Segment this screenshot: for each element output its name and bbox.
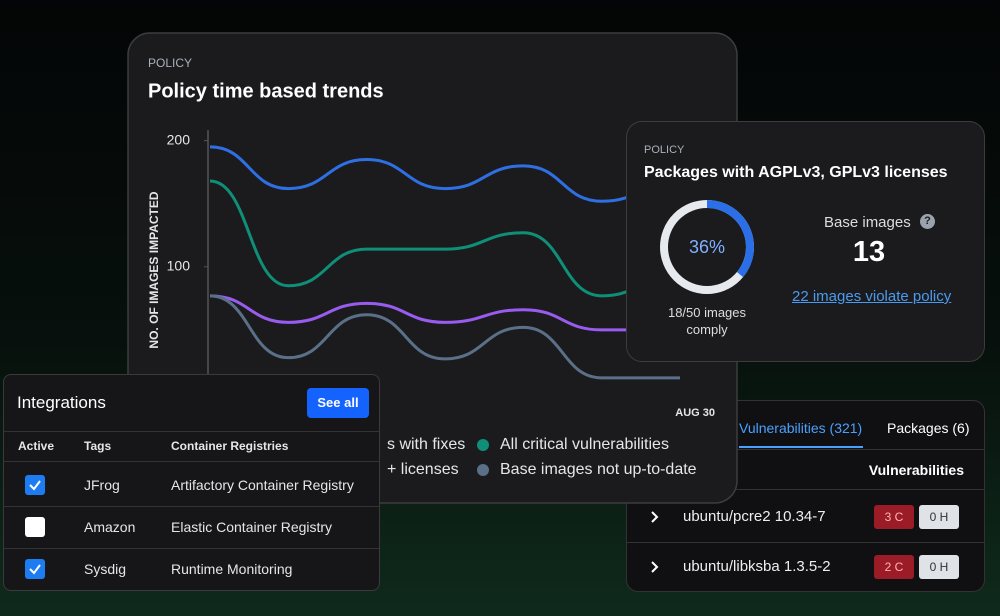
divider (4, 506, 379, 507)
divider (4, 461, 379, 462)
donut-label: 36% (689, 237, 725, 257)
tab[interactable]: Packages (6) (887, 420, 970, 436)
divider (627, 542, 984, 543)
help-icon[interactable]: ? (920, 214, 935, 229)
chevron-icon (651, 511, 659, 523)
registry: Elastic Container Registry (171, 519, 333, 535)
tag: Sysdig (84, 561, 127, 577)
registry: Runtime Monitoring (171, 561, 293, 577)
see-all-button[interactable]: See all (307, 388, 369, 418)
column-header: Vulnerabilities (868, 462, 964, 478)
base-images-count: 13 (852, 236, 886, 268)
y-axis-label: NO. OF IMAGES IMPACTED (147, 191, 161, 348)
chart-title: Policy time based trends (148, 80, 384, 102)
check-icon (29, 564, 41, 575)
expand-chevron[interactable] (649, 559, 661, 575)
tag: JFrog (84, 477, 120, 493)
integrations-panel: Integrations See all Active Tags Container… (3, 374, 380, 591)
divider (627, 489, 984, 490)
y-tick-label: 200 (167, 131, 191, 147)
legend-swatch (477, 439, 489, 451)
column-header: Tags (84, 439, 112, 453)
column-header: Container Registries (171, 439, 289, 453)
card-label: POLICY (644, 144, 685, 156)
donut: 36% (660, 200, 754, 294)
tag: Amazon (84, 519, 136, 535)
divider (4, 548, 379, 549)
critical-badge: 3 C (874, 505, 914, 529)
policy-card: POLICY Packages with AGPLv3, GPLv3 licen… (626, 121, 985, 362)
card-title: Packages with AGPLv3, GPLv3 licenses (644, 164, 948, 181)
checkbox-checked[interactable] (25, 559, 45, 579)
donut-arc (660, 200, 754, 294)
checkbox-unchecked[interactable] (25, 517, 45, 537)
legend-label: + licenses (387, 461, 459, 478)
series-line (209, 294, 680, 380)
donut-caption: 18/50 images comply (667, 305, 747, 337)
series-line (209, 294, 680, 332)
registry: Artifactory Container Registry (171, 477, 354, 493)
series-line (209, 179, 681, 298)
high-badge: 0 H (919, 505, 959, 529)
tab-underline (739, 446, 863, 448)
legend-label: Base images not up-to-date (500, 461, 697, 478)
high-badge: 0 H (919, 555, 959, 579)
base-images-label: Base images (824, 214, 911, 231)
check-icon (29, 480, 41, 491)
x-tick-label: AUG 30 (675, 407, 715, 419)
critical-badge: 2 C (874, 555, 914, 579)
package-name: ubuntu/pcre2 10.34-7 (683, 508, 826, 525)
divider (627, 449, 984, 450)
y-tick-label: 100 (167, 258, 191, 274)
legend-swatch (477, 464, 489, 476)
column-header: Active (18, 439, 55, 453)
card-label: POLICY (148, 56, 192, 70)
expand-chevron[interactable] (649, 509, 661, 525)
series-line (209, 145, 681, 203)
package-name: ubuntu/libksba 1.3.5-2 (683, 558, 831, 575)
violation-link[interactable]: 22 images violate policy (792, 288, 952, 305)
divider (4, 431, 379, 432)
panel-title: Integrations (17, 393, 106, 412)
chevron-icon (651, 561, 659, 573)
legend-label: All critical vulnerabilities (500, 436, 669, 453)
checkbox-checked[interactable] (25, 475, 45, 495)
tab[interactable]: Vulnerabilities (321) (739, 420, 863, 436)
legend-label: s with fixes (387, 436, 465, 453)
